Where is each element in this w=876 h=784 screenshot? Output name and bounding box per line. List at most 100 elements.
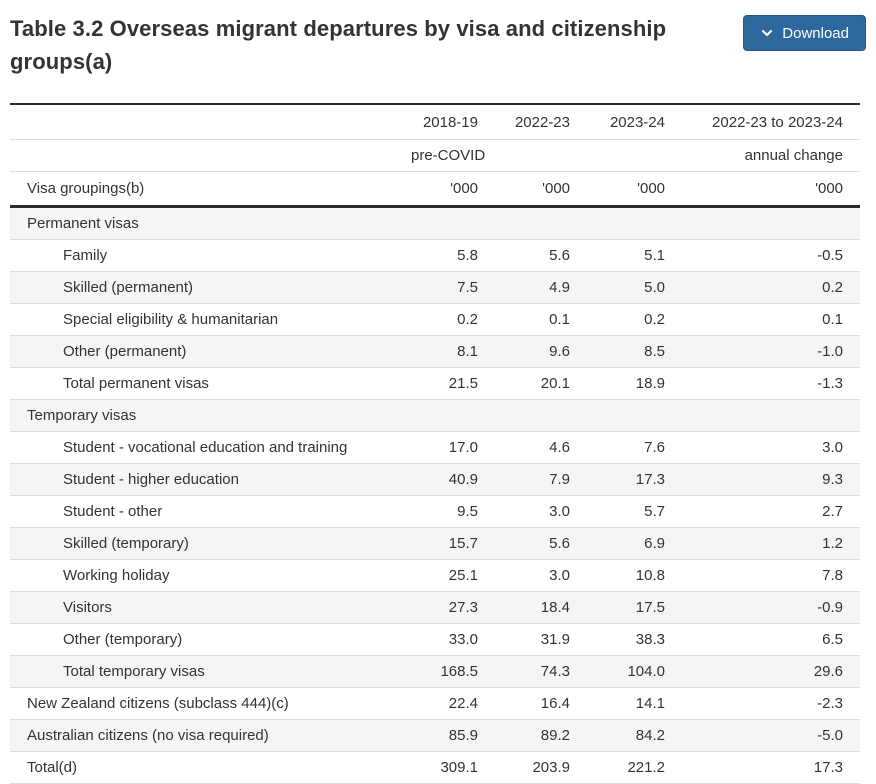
row-label: Permanent visas <box>27 215 139 232</box>
row-label: Total temporary visas <box>63 663 205 680</box>
table-row: Total permanent visas 21.5 20.1 18.9 -1.3 <box>10 368 860 400</box>
cell-value: 9.6 <box>549 343 570 360</box>
table-row: Family 5.8 5.6 5.1 -0.5 <box>10 240 860 272</box>
cell-value: 309.1 <box>440 759 478 776</box>
cell-value <box>495 207 587 240</box>
cell-value: 17.0 <box>448 439 478 456</box>
cell-value: 104.0 <box>627 663 665 680</box>
row-label: Total(d) <box>27 759 78 776</box>
cell-value: 21.5 <box>448 375 478 392</box>
table-row: New Zealand citizens (subclass 444)(c) 22… <box>10 688 860 720</box>
cell-value: 9.3 <box>822 471 843 488</box>
cell-value: -0.9 <box>817 599 843 616</box>
table-row: Special eligibility & humanitarian 0.2 0.1… <box>10 304 860 336</box>
cell-value: 4.9 <box>549 279 570 296</box>
section-row: Temporary visas <box>10 399 860 432</box>
section-row: Permanent visas <box>10 206 860 240</box>
cell-value <box>410 207 495 240</box>
cell-value: 5.6 <box>549 535 570 552</box>
row-label: Family <box>63 247 108 264</box>
cell-value: 7.5 <box>457 279 478 296</box>
subheader-annual-change: annual change <box>744 147 843 164</box>
cell-value: 38.3 <box>635 631 665 648</box>
cell-value: 5.7 <box>644 503 665 520</box>
cell-value: 17.3 <box>635 471 665 488</box>
cell-value: 9.5 <box>457 503 478 520</box>
download-button[interactable]: Download <box>743 15 866 51</box>
cell-value: 18.9 <box>635 375 665 392</box>
table-row: Other (permanent) 8.1 9.6 8.5 -1.0 <box>10 335 860 368</box>
cell-value: 15.7 <box>448 535 478 552</box>
cell-value: -1.0 <box>817 343 843 360</box>
cell-value: 33.0 <box>448 631 478 648</box>
cell-value <box>587 207 682 240</box>
empty-header-cell <box>10 103 410 140</box>
table-row: Total(d) 309.1 203.9 221.2 17.3 <box>10 752 860 784</box>
row-label: Student - other <box>63 503 163 520</box>
cell-value: 203.9 <box>532 759 570 776</box>
row-label: Total permanent visas <box>63 375 209 392</box>
table-head: 2018-19 2022-23 2023-24 2022-23 to 2023-… <box>10 103 860 207</box>
cell-value: 5.8 <box>457 247 478 264</box>
data-table: 2018-19 2022-23 2023-24 2022-23 to 2023-… <box>10 103 860 784</box>
subheader-pre-covid: pre-COVID <box>411 147 486 164</box>
column-header-2022-23: 2022-23 <box>495 103 587 140</box>
cell-value: 3.0 <box>822 439 843 456</box>
cell-value: 27.3 <box>448 599 478 616</box>
column-header-change: 2022-23 to 2023-24 <box>682 103 860 140</box>
table-row: Skilled (permanent) 7.5 4.9 5.0 0.2 <box>10 271 860 304</box>
cell-value: -2.3 <box>817 695 843 712</box>
unit-label: '000 <box>450 180 478 197</box>
cell-value: 7.8 <box>822 567 843 584</box>
unit-label: '000 <box>542 180 570 197</box>
cell-value: 31.9 <box>540 631 570 648</box>
cell-value: 221.2 <box>627 759 665 776</box>
chevron-down-icon <box>760 26 774 40</box>
page-title: Table 3.2 Overseas migrant departures by… <box>10 16 667 74</box>
cell-value: -5.0 <box>817 727 843 744</box>
row-label: Visitors <box>63 599 112 616</box>
cell-value: 7.9 <box>549 471 570 488</box>
cell-value: 5.1 <box>644 247 665 264</box>
table-row: Australian citizens (no visa required) 85… <box>10 719 860 752</box>
cell-value: 0.2 <box>644 311 665 328</box>
row-label: Student - higher education <box>63 471 239 488</box>
cell-value: 17.3 <box>813 759 843 776</box>
cell-value: 6.9 <box>644 535 665 552</box>
unit-label: '000 <box>815 180 843 197</box>
cell-value: 0.1 <box>822 311 843 328</box>
row-label: Temporary visas <box>27 407 137 424</box>
table-row: Visitors 27.3 18.4 17.5 -0.9 <box>10 591 860 624</box>
cell-value: 5.6 <box>549 247 570 264</box>
column-header-2018-19: 2018-19 <box>410 103 495 140</box>
row-label: Working holiday <box>63 567 170 584</box>
cell-value: 18.4 <box>540 599 570 616</box>
cell-value: 17.5 <box>635 599 665 616</box>
empty-header-cell <box>495 140 587 172</box>
cell-value <box>495 400 587 432</box>
table-header-row-subtitles: pre-COVID annual change <box>10 140 860 172</box>
table-row: Working holiday 25.1 3.0 10.8 7.8 <box>10 560 860 592</box>
table-row: Student - higher education 40.9 7.9 17.3 9.3 <box>10 463 860 496</box>
empty-header-cell <box>587 140 682 172</box>
row-label: Skilled (permanent) <box>63 279 194 296</box>
cell-value: 8.5 <box>644 343 665 360</box>
cell-value: 3.0 <box>549 503 570 520</box>
row-label: Special eligibility & humanitarian <box>63 311 279 328</box>
column-header-2023-24: 2023-24 <box>587 103 682 140</box>
cell-value: 8.1 <box>457 343 478 360</box>
cell-value: 20.1 <box>540 375 570 392</box>
cell-value: 1.2 <box>822 535 843 552</box>
cell-value: 0.2 <box>457 311 478 328</box>
table-header-row-units: Visa groupings(b) '000 '000 '000 '000 <box>10 172 860 207</box>
cell-value: 10.8 <box>635 567 665 584</box>
cell-value: 40.9 <box>448 471 478 488</box>
table-row: Other (temporary) 33.0 31.9 38.3 6.5 <box>10 624 860 656</box>
cell-value: 5.0 <box>644 279 665 296</box>
cell-value: 85.9 <box>448 727 478 744</box>
table-row: Student - vocational education and train… <box>10 432 860 464</box>
cell-value: 6.5 <box>822 631 843 648</box>
table-row: Total temporary visas 168.5 74.3 104.0 29.6 <box>10 655 860 688</box>
cell-value: 74.3 <box>540 663 570 680</box>
